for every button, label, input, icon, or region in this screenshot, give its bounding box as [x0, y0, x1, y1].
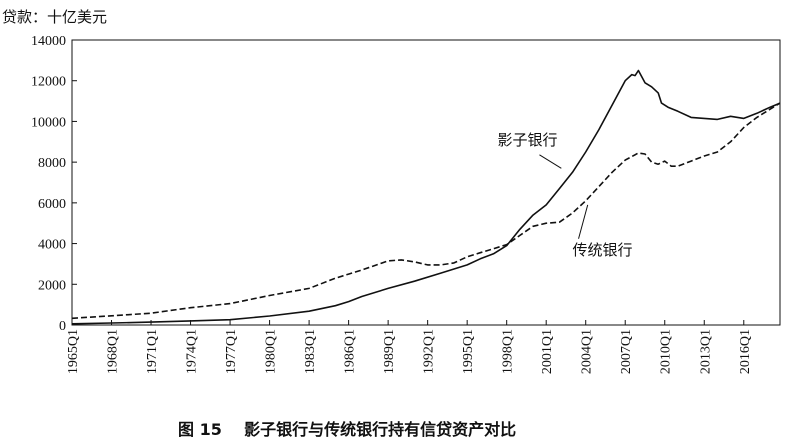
series-line-shadow-banking: [71, 69, 781, 325]
x-tick-label: 1980Q1: [264, 329, 279, 374]
annotation-traditional-banking: 传统银行: [573, 241, 633, 259]
y-tick-label: 8000: [38, 156, 66, 171]
x-tick-label: 1971Q1: [145, 329, 160, 374]
x-tick-label: 1968Q1: [106, 329, 121, 374]
x-tick-label: 2016Q1: [738, 329, 753, 374]
y-axis-ticks: 0 2000 4000 6000 8000 10000 12000 14000: [31, 34, 77, 334]
figure-caption: 图 15 影子银行与传统银行持有信贷资产对比: [178, 420, 516, 439]
y-tick-label: 4000: [38, 238, 66, 253]
x-axis-ticks: 1965Q1 1968Q1 1971Q1 1974Q1 1977Q1 1980Q1 1983…: [66, 320, 753, 374]
annotation-leader-line: [578, 204, 589, 239]
x-tick-label: 1998Q1: [501, 329, 516, 374]
x-tick-label: 1989Q1: [382, 329, 397, 374]
x-tick-label: 1995Q1: [461, 329, 476, 374]
x-tick-label: 1986Q1: [343, 329, 358, 374]
y-tick-label: 6000: [38, 197, 66, 212]
y-tick-label: 14000: [31, 34, 66, 49]
series-layer: [71, 69, 781, 325]
y-tick-label: 0: [59, 319, 66, 334]
x-tick-label: 2013Q1: [698, 329, 713, 374]
x-tick-label: 2004Q1: [580, 329, 595, 374]
x-tick-label: 1974Q1: [185, 329, 200, 374]
x-tick-label: 1992Q1: [422, 329, 437, 374]
y-unit-label: 贷款：十亿美元: [2, 8, 107, 26]
y-tick-label: 10000: [31, 115, 66, 130]
x-tick-label: 1983Q1: [303, 329, 318, 374]
series-line-traditional-banking: [71, 102, 781, 320]
annotation-leader-line: [539, 154, 562, 169]
annotation-shadow-banking: 影子银行: [497, 131, 557, 149]
x-tick-label: 2007Q1: [619, 329, 634, 374]
plot-frame: [71, 39, 781, 326]
y-tick-label: 12000: [31, 75, 66, 90]
x-tick-label: 1965Q1: [66, 329, 81, 374]
y-tick-label: 2000: [38, 278, 66, 293]
x-tick-label: 2001Q1: [540, 329, 555, 374]
x-tick-label: 1977Q1: [224, 329, 239, 374]
axes: [71, 39, 781, 326]
x-tick-label: 2010Q1: [659, 329, 674, 374]
